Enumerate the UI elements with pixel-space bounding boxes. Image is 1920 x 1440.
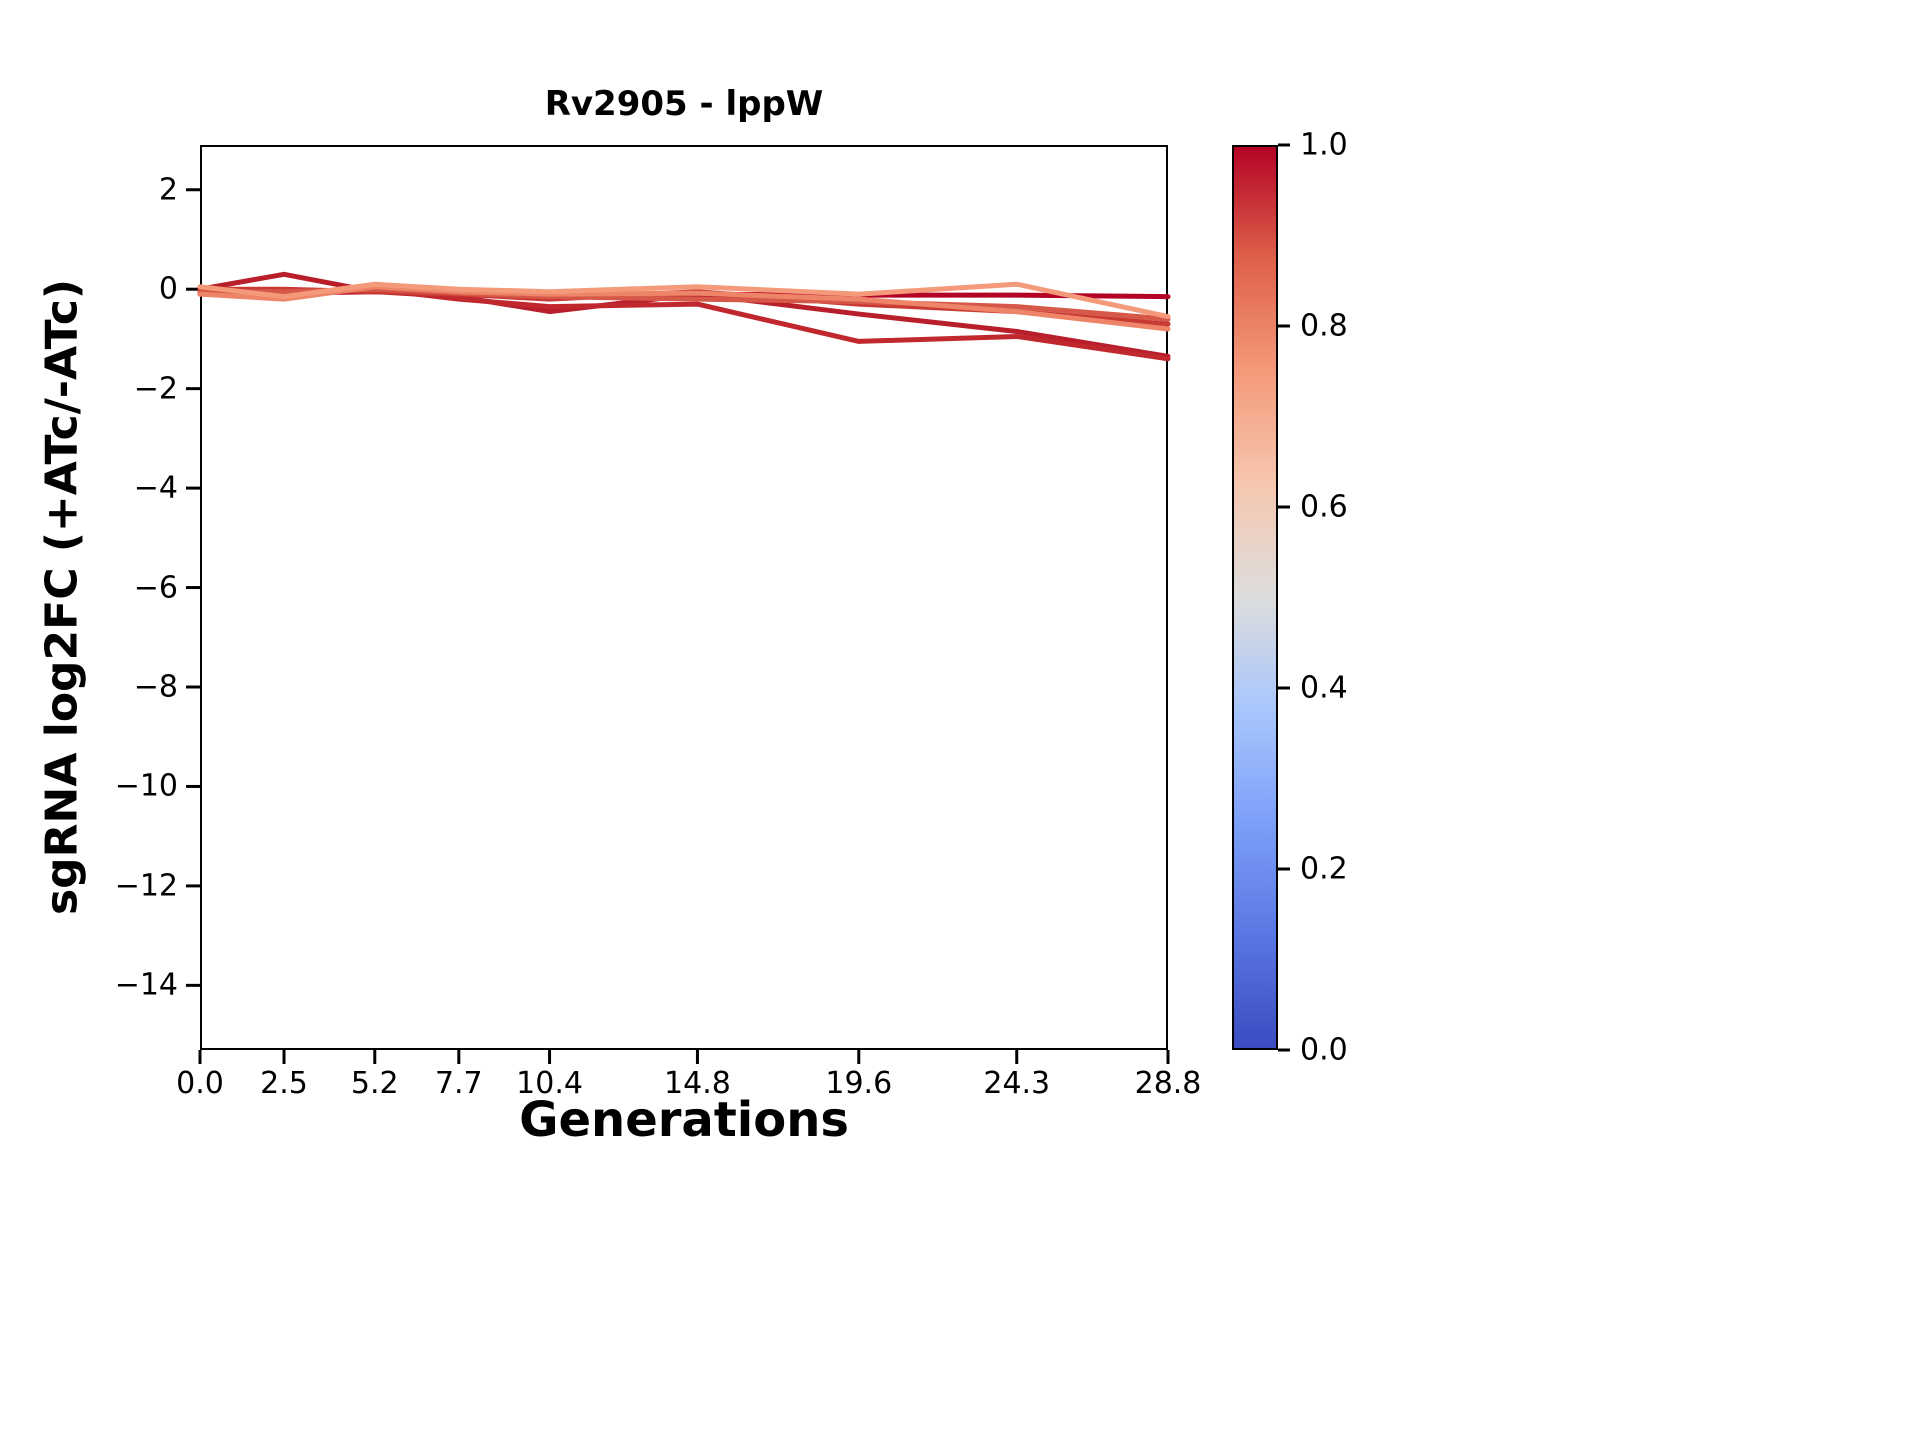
y-tick-label: −2 (133, 371, 178, 407)
x-tick-label: 14.8 (664, 1066, 731, 1101)
y-tick-label: −12 (114, 868, 178, 904)
colorbar-tick-label: 0.0 (1300, 1032, 1348, 1068)
colorbar-tick-label: 0.2 (1300, 851, 1348, 887)
colorbar-tick-label: 0.8 (1300, 308, 1348, 344)
colorbar (1232, 145, 1278, 1050)
y-axis-label: sgRNA log2FC (+ATc/-ATc) (36, 278, 88, 916)
x-tick-label: 28.8 (1134, 1066, 1202, 1101)
y-tick-label: 0 (158, 271, 178, 307)
x-tick-label: 7.7 (434, 1066, 483, 1101)
x-tick-label: 24.3 (983, 1066, 1051, 1101)
x-axis-label: Generations (519, 1092, 849, 1148)
colorbar-tick-label: 0.6 (1300, 489, 1348, 525)
plot-area (200, 145, 1168, 1050)
y-tick-label: −10 (114, 768, 178, 804)
chart-title: Rv2905 - lppW (544, 84, 824, 124)
y-tick-label: 2 (158, 172, 178, 208)
colorbar-tick-label: 1.0 (1300, 127, 1348, 163)
y-tick-label: −8 (133, 669, 178, 705)
x-tick-label: 10.4 (516, 1066, 583, 1101)
x-tick-label: 0.0 (176, 1066, 224, 1101)
colorbar-tick-label: 0.4 (1300, 670, 1348, 706)
x-tick-label: 19.6 (825, 1066, 893, 1101)
x-tick-label: 2.5 (260, 1066, 308, 1101)
y-tick-label: −4 (133, 470, 178, 506)
y-tick-label: −14 (114, 967, 178, 1003)
y-tick-label: −6 (133, 570, 178, 606)
x-tick-label: 5.2 (350, 1066, 399, 1101)
